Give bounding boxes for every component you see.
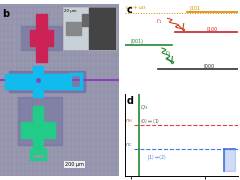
Bar [21, 122, 55, 138]
Text: b: b [2, 9, 10, 19]
Text: $|1\rangle\leftrightarrow\langle 2\rangle$: $|1\rangle\leftrightarrow\langle 2\rangl… [147, 153, 168, 162]
Bar [21, 26, 62, 50]
Bar [33, 105, 43, 154]
Bar [10, 71, 85, 92]
Bar [224, 149, 235, 171]
Bar [33, 66, 43, 97]
Bar [36, 14, 47, 62]
Bar [5, 74, 71, 89]
Text: |100: |100 [206, 26, 217, 31]
Bar [18, 97, 62, 145]
Text: $\langle 0\rangle\leftrightarrow\langle 1\rangle$: $\langle 0\rangle\leftrightarrow\langle … [140, 117, 161, 125]
Text: $\omega_1+\omega_3$: $\omega_1+\omega_3$ [125, 3, 146, 12]
Bar [30, 30, 54, 46]
Text: c: c [127, 5, 132, 15]
Text: |000: |000 [204, 63, 215, 69]
Text: |001): |001) [130, 38, 143, 44]
Text: $n_H$: $n_H$ [125, 117, 133, 125]
Text: d: d [127, 96, 134, 106]
Text: $\Gamma_1$: $\Gamma_1$ [156, 17, 163, 26]
Text: $n_C$: $n_C$ [125, 141, 133, 149]
Text: 200 μm: 200 μm [65, 162, 84, 167]
Text: |101: |101 [189, 6, 200, 11]
Text: $\Gamma_3$: $\Gamma_3$ [165, 50, 172, 58]
Text: $Q_3$: $Q_3$ [140, 103, 148, 112]
